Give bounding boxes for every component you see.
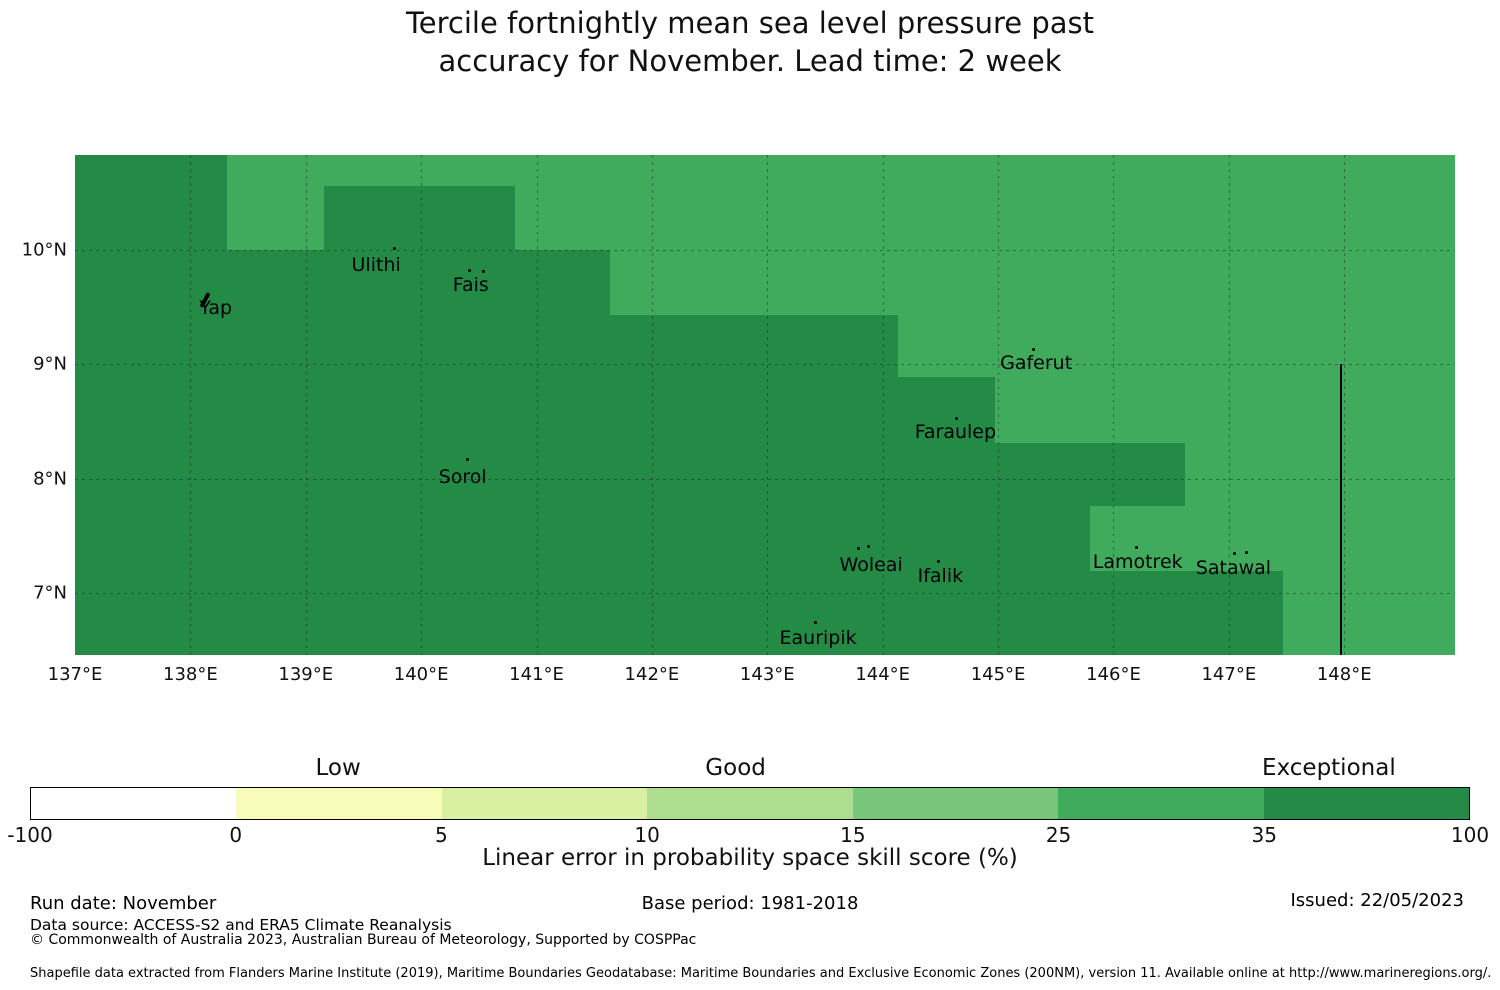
island-label: Sorol: [438, 465, 487, 488]
island-marker-dot: [867, 544, 871, 548]
x-axis-tick-label: 142°E: [624, 664, 680, 685]
colorbar-tick-label: 5: [435, 823, 448, 847]
island-label: Satawal: [1195, 557, 1272, 580]
island-marker-dot: [856, 547, 860, 551]
colorbar-tier-label: Low: [315, 755, 361, 781]
chart-title-line-2: accuracy for November. Lead time: 2 week: [438, 44, 1062, 78]
colorbar-tick-label: 15: [840, 823, 866, 847]
x-axis-tick-label: 148°E: [1316, 664, 1372, 685]
island-marker-dot: [1233, 551, 1237, 555]
island-label: Fais: [452, 274, 489, 297]
longitude-gridline: [190, 155, 192, 655]
colorbar-tick-label: -100: [7, 823, 53, 847]
y-axis-tick-label: 7°N: [33, 582, 67, 604]
longitude-gridline: [305, 155, 307, 655]
colorbar-segment: [647, 788, 853, 819]
island-label: Ulithi: [351, 253, 401, 276]
data-source-text: Data source: ACCESS-S2 and ERA5 Climate …: [30, 916, 452, 934]
longitude-gridline: [1113, 155, 1115, 655]
copyright-text: © Commonwealth of Australia 2023, Austra…: [30, 932, 697, 948]
longitude-gridline: [421, 155, 423, 655]
colorbar-tick-label: 0: [229, 823, 243, 847]
eez-boundary-line: [1339, 364, 1342, 655]
y-axis-tick-label: 8°N: [33, 468, 67, 490]
longitude-gridline: [998, 155, 1000, 655]
latitude-gridline: [75, 593, 1455, 595]
island-marker-dot: [955, 416, 959, 420]
longitude-gridline: [651, 155, 653, 655]
colorbar-tick-label: 10: [634, 823, 660, 847]
colorbar-segment: [1058, 788, 1264, 819]
colorbar-tier-label: Good: [705, 755, 766, 781]
island-label: Yap: [199, 297, 233, 320]
map-region-high-skill: [75, 376, 995, 444]
island-marker-dot: [1135, 545, 1139, 549]
colorbar-segment: [441, 788, 648, 819]
island-label: Ifalik: [917, 565, 964, 588]
map-plot: Yap Ulithi Fais Sorol Gaferut Faraulep Woleai I…: [75, 155, 1455, 655]
island-label: Woleai: [839, 553, 903, 576]
island-label: Gaferut: [1000, 352, 1073, 375]
map-region-high-skill: [75, 443, 1185, 507]
map-region-high-skill: [75, 249, 611, 316]
colorbar-segment: [1263, 788, 1469, 819]
x-axis-tick-label: 143°E: [739, 664, 795, 685]
island-label: Eauripik: [779, 626, 857, 649]
colorbar-tick-label: 35: [1251, 823, 1278, 847]
colorbar-axis-label: Linear error in probability space skill …: [482, 845, 1018, 871]
island-marker-dot: [393, 247, 397, 251]
colorbar-segment: [852, 788, 1059, 819]
x-axis-tick-label: 147°E: [1201, 664, 1257, 685]
x-axis-tick-label: 145°E: [970, 664, 1026, 685]
island-label: Lamotrek: [1092, 551, 1183, 574]
y-axis-tick-label: 9°N: [33, 353, 67, 375]
colorbar-tick-label: 100: [1450, 823, 1490, 847]
chart-title-line-1: Tercile fortnightly mean sea level press…: [405, 6, 1095, 40]
x-axis-tick-label: 140°E: [393, 664, 449, 685]
latitude-gridline: [75, 364, 1455, 366]
y-axis-tick-label: 10°N: [21, 239, 67, 261]
longitude-gridline: [1344, 155, 1346, 655]
issued-date-text: Issued: 22/05/2023: [1290, 890, 1464, 911]
latitude-gridline: [75, 478, 1455, 480]
longitude-gridline: [1228, 155, 1230, 655]
longitude-gridline: [536, 155, 538, 655]
x-axis-tick-label: 138°E: [163, 664, 218, 685]
island-marker-dot: [936, 559, 940, 563]
longitude-gridline: [882, 155, 884, 655]
x-axis-tick-label: 139°E: [278, 664, 334, 685]
colorbar-segment: [236, 788, 442, 819]
map-region-high-skill: [324, 185, 515, 250]
x-axis-tick-label: 141°E: [509, 664, 564, 685]
map-region-high-skill: [75, 571, 1284, 655]
run-date-text: Run date: November: [30, 893, 217, 914]
x-axis-tick-label: 144°E: [855, 664, 911, 685]
island-marker-dot: [468, 269, 472, 273]
latitude-gridline: [75, 249, 1455, 251]
map-region-high-skill: [75, 315, 898, 377]
colorbar-tier-label: Exceptional: [1262, 755, 1396, 781]
colorbar-tick-label: 25: [1045, 823, 1072, 847]
island-marker-dot: [1032, 348, 1036, 351]
shapefile-note-text: Shapefile data extracted from Flanders M…: [30, 966, 1492, 981]
map-region-high-skill: [75, 506, 1091, 572]
island-label: Faraulep: [914, 420, 997, 443]
map-region-high-skill: [75, 155, 228, 250]
base-period-text: Base period: 1981-2018: [641, 893, 859, 914]
island-marker-dot: [1244, 550, 1248, 554]
x-axis-tick-label: 137°E: [47, 664, 103, 685]
island-marker-dot: [465, 457, 469, 461]
colorbar-segment: [31, 788, 237, 819]
island-marker-dot: [814, 621, 818, 625]
island-marker-dot: [481, 270, 485, 274]
longitude-gridline: [767, 155, 769, 655]
colorbar: [30, 787, 1470, 820]
x-axis-tick-label: 146°E: [1086, 664, 1141, 685]
